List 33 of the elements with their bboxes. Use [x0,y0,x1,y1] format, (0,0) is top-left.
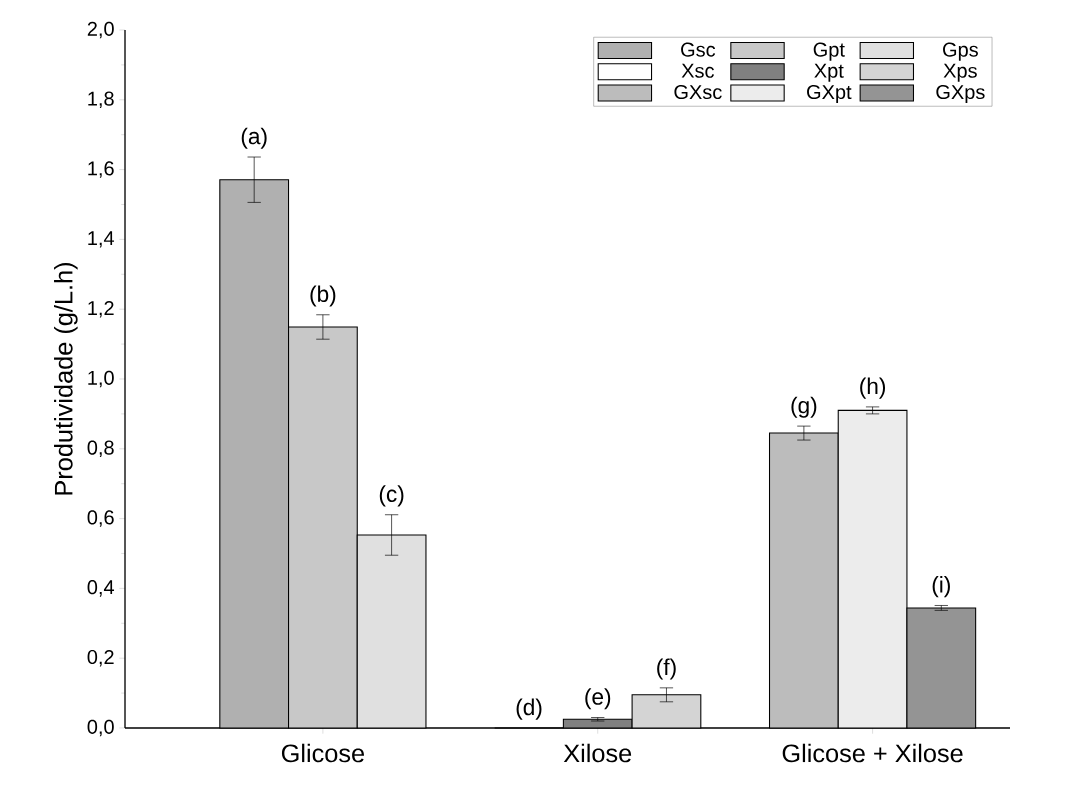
legend-label: Gps [943,42,978,61]
y-tick-label: 0,0 [87,719,114,737]
y-tick-label: 0,4 [87,580,115,597]
annotation: (e) [585,688,611,710]
annotation: (a) [241,127,267,149]
y-axis-title: Produtividade (g/L.h) [54,263,78,495]
annotation: (i) [932,576,950,598]
x-tick-label: Glicose [281,743,364,763]
annotation: (c) [379,485,404,507]
annotation: (d) [516,698,542,720]
y-tick-label: 0,8 [87,440,114,458]
y-tick-label: 1,2 [88,300,114,318]
y-tick-label: 0,6 [87,510,114,527]
legend-label: Gpt [813,42,845,61]
legend-label: Xsc [681,63,714,78]
y-tick-label: 2,0 [87,21,114,39]
legend-label: GXpt [807,84,852,104]
y-tick-label: 1,8 [88,91,114,109]
legend-label: Gsc [681,42,716,57]
annotation: (g) [791,396,817,418]
x-tick-label: Glicose + Xilose [782,743,963,763]
legend-label: Xpt [814,63,844,82]
legend-label: GXps [936,84,985,104]
annotation: (f) [657,658,676,680]
y-tick-label: 1,0 [88,370,114,388]
legend-label: GXsc [674,84,722,100]
legend-label: Xps [943,63,977,82]
annotation: (b) [310,285,336,307]
y-tick-label: 1,4 [88,231,115,248]
annotation: (h) [860,377,886,399]
y-tick-label: 0,2 [87,649,114,667]
x-tick-label: Xilose [563,743,632,763]
y-tick-label: 1,6 [88,161,114,178]
